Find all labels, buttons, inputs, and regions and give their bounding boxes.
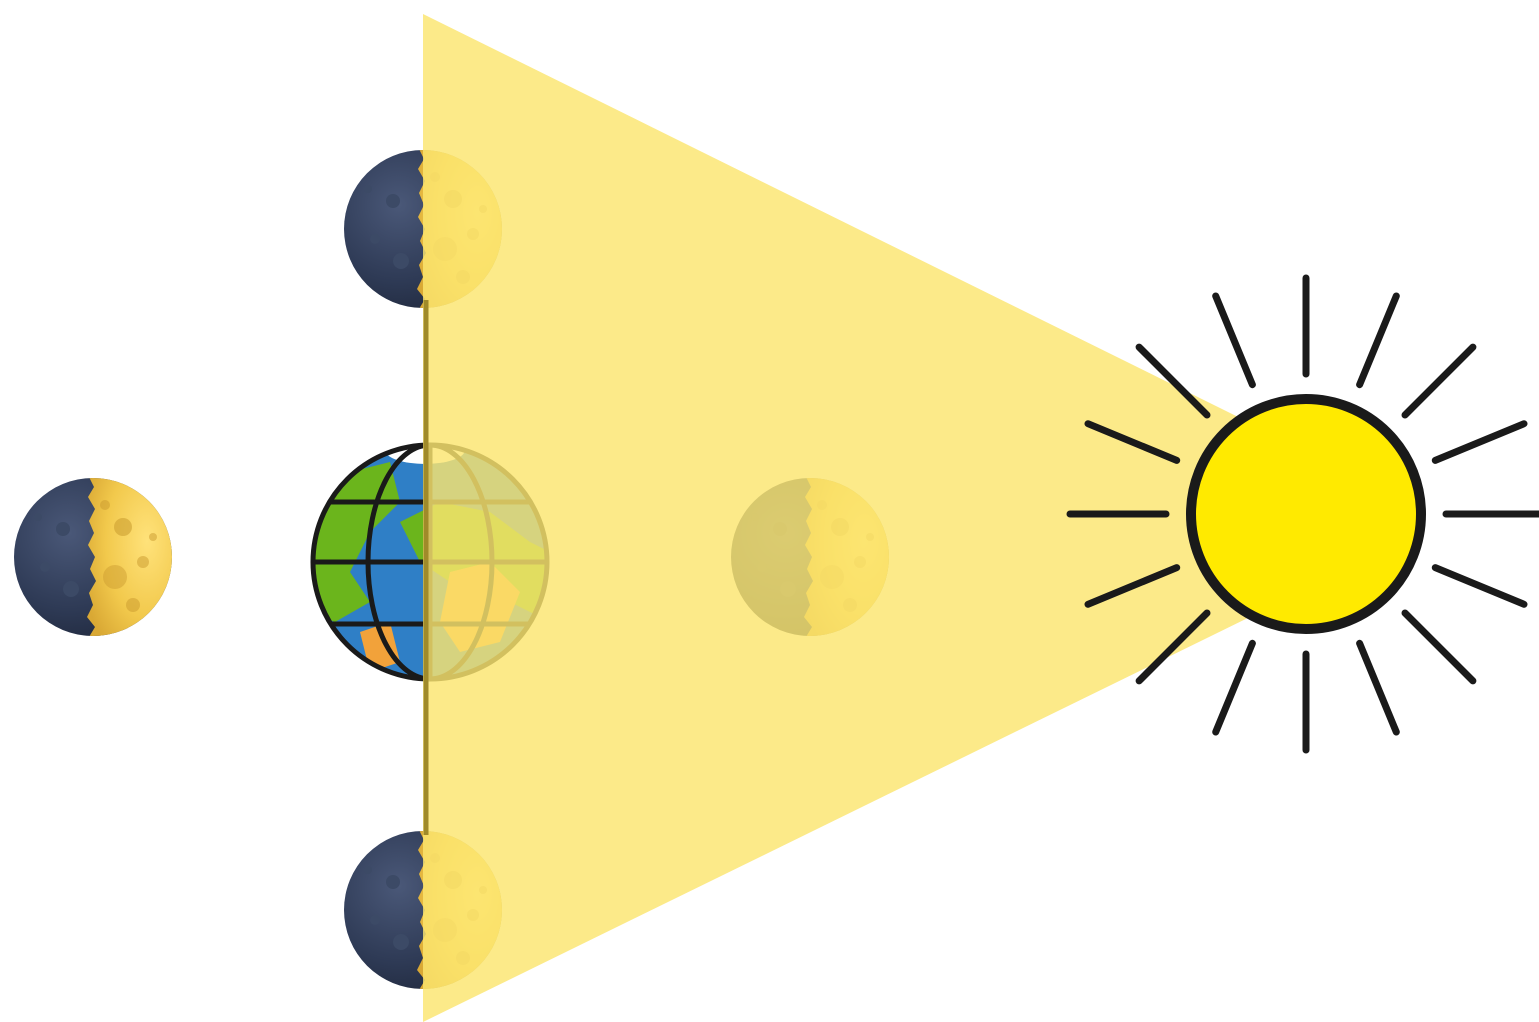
sun-ray	[1212, 292, 1256, 389]
sun-icon	[1066, 274, 1539, 754]
sun-ray	[1431, 564, 1528, 608]
sun-ray	[1135, 609, 1211, 685]
sun-ray	[1084, 420, 1181, 464]
sun-ray	[1212, 639, 1256, 736]
sun-ray	[1356, 639, 1400, 736]
sun-ray	[1401, 609, 1477, 685]
sunlight-beam	[423, 14, 1305, 1022]
sun-ray	[1135, 343, 1211, 419]
sun-ray	[1401, 343, 1477, 419]
sun-ray	[1431, 420, 1528, 464]
sun-rays	[1066, 274, 1539, 754]
sun-ray	[1356, 292, 1400, 389]
sun-ray	[1084, 564, 1181, 608]
